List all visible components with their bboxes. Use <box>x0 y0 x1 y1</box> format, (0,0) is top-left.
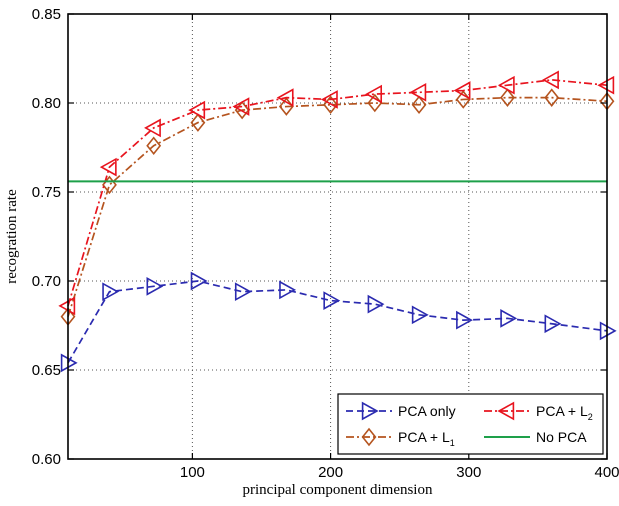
legend-label: PCA + L2 <box>536 403 593 422</box>
x-tick-label: 100 <box>180 464 205 481</box>
data-point <box>542 70 559 90</box>
data-point <box>409 82 427 102</box>
x-tick-label: 300 <box>456 464 481 481</box>
data-point <box>188 100 206 120</box>
data-point <box>144 118 161 138</box>
series-line <box>67 79 608 307</box>
data-point <box>146 136 162 156</box>
legend-marker <box>497 401 515 421</box>
legend: PCA only PCA + L2 PCA + L1 No PCA <box>337 393 604 455</box>
plot-frame <box>67 13 608 460</box>
tick-labels: 100 200 300 400 0.60 0.65 0.70 0.75 0.80 0.85 <box>32 6 619 481</box>
data-point <box>544 314 562 334</box>
legend-entry: PCA + L2 <box>484 401 593 422</box>
legend-label: PCA + L1 <box>398 429 455 448</box>
y-tick-label: 0.60 <box>32 451 61 468</box>
x-axis-label: principal component dimension <box>243 482 433 498</box>
y-tick-label: 0.65 <box>32 362 61 379</box>
legend-marker <box>361 427 377 447</box>
data-point <box>411 305 429 325</box>
data-point <box>367 294 385 314</box>
series-line <box>67 280 608 364</box>
data-point <box>276 88 294 108</box>
legend-label: No PCA <box>536 429 587 445</box>
x-tick-label: 200 <box>318 464 343 481</box>
series-pca-only <box>60 271 617 373</box>
data-point <box>232 97 250 116</box>
x-tick-label: 400 <box>594 464 619 481</box>
data-point <box>190 113 206 132</box>
data-point <box>279 280 297 300</box>
data-point <box>190 271 208 291</box>
data-point <box>453 81 471 100</box>
data-point <box>102 282 120 302</box>
data-point <box>544 88 560 107</box>
data-point <box>497 75 515 95</box>
data-point <box>323 291 341 310</box>
y-tick-label: 0.80 <box>32 95 61 112</box>
legend-box <box>337 393 604 455</box>
legend-entry: PCA + L1 <box>346 427 455 448</box>
legend-entry: No PCA <box>484 429 587 445</box>
data-point <box>456 310 473 330</box>
data-point <box>411 95 427 115</box>
data-point <box>99 157 117 177</box>
series-pca-l2 <box>58 70 615 316</box>
legend-marker <box>361 401 379 421</box>
series-line <box>67 96 608 317</box>
data-point <box>234 282 252 302</box>
y-tick-label: 0.85 <box>32 6 61 23</box>
data-point <box>500 309 518 328</box>
legend-label: PCA only <box>398 403 456 419</box>
data-point <box>146 276 164 296</box>
data-point <box>500 88 515 107</box>
y-tick-label: 0.70 <box>32 273 61 290</box>
data-point <box>365 84 383 104</box>
series-layer <box>58 70 617 373</box>
y-tick-label: 0.75 <box>32 184 61 201</box>
axis-ticks <box>68 13 608 460</box>
legend-entry: PCA only <box>346 401 456 421</box>
y-axis-label: recogration rate <box>4 189 20 284</box>
data-point <box>320 90 338 109</box>
